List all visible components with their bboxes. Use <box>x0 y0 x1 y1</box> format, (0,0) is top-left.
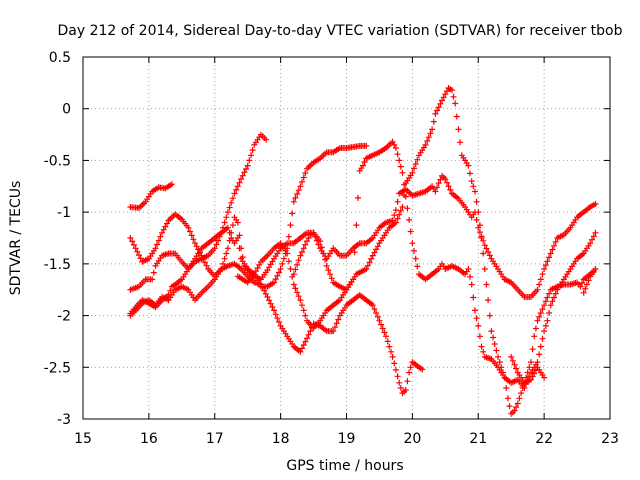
y-tick-label: -1.5 <box>44 257 71 273</box>
data-markers <box>127 181 175 211</box>
x-axis-title: GPS time / hours <box>286 458 403 474</box>
series-track-9 <box>580 269 597 296</box>
x-tick-label: 15 <box>74 431 92 447</box>
chart-title: Day 212 of 2014, Sidereal Day-to-day VTE… <box>57 23 622 39</box>
y-tick-label: -1 <box>57 205 71 221</box>
data-markers <box>290 138 599 391</box>
x-tick-label: 23 <box>601 431 619 447</box>
axis-ticks: 15 16 17 18 19 20 21 22 23 0.5 0 -0.5 -1 -1.5 -2 -2.5 -3 <box>44 50 619 447</box>
y-tick-label: 0.5 <box>49 50 71 66</box>
series-track-2 <box>127 172 599 300</box>
y-tick-label: -2 <box>57 309 71 325</box>
x-tick-label: 19 <box>338 431 356 447</box>
series-track-1 <box>127 181 175 211</box>
y-tick-label: -0.5 <box>44 153 71 169</box>
x-tick-label: 21 <box>469 431 487 447</box>
y-tick-label: -3 <box>57 412 71 428</box>
data-markers <box>580 269 597 296</box>
x-tick-label: 18 <box>272 431 290 447</box>
y-tick-label: 0 <box>62 102 71 118</box>
data-markers <box>127 131 270 317</box>
x-tick-label: 20 <box>403 431 421 447</box>
y-tick-label: -2.5 <box>44 360 71 376</box>
series-track-5 <box>127 131 270 317</box>
series-track-6 <box>234 85 599 417</box>
data-markers <box>234 85 599 417</box>
x-tick-label: 16 <box>140 431 158 447</box>
series-track-8 <box>508 353 548 386</box>
data-series <box>127 85 599 417</box>
data-markers <box>508 353 548 386</box>
series-track-7 <box>290 138 599 391</box>
y-axis-title: SDTVAR / TECUs <box>8 181 24 296</box>
x-tick-label: 22 <box>535 431 553 447</box>
x-tick-label: 17 <box>206 431 224 447</box>
data-markers <box>127 172 599 300</box>
